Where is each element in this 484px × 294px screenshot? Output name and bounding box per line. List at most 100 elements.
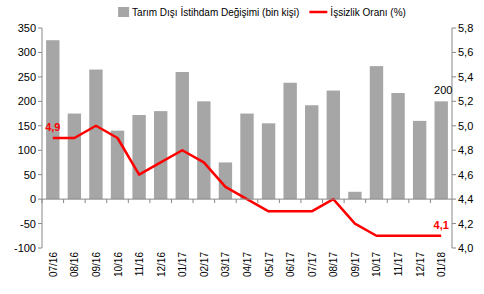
x-tick-label: 07/17 [307, 252, 318, 277]
plot-area [46, 40, 448, 236]
bar [46, 40, 59, 199]
x-tick [322, 199, 323, 203]
x-tick-label: 12/17 [415, 252, 426, 277]
y-tick [38, 174, 42, 175]
x-tick [344, 199, 345, 203]
y2-tick-label: 5,8 [458, 22, 473, 34]
line [53, 126, 441, 236]
x-tick [430, 199, 431, 203]
x-tick-label: 09/16 [91, 252, 102, 277]
y-tick-label: 250 [18, 71, 36, 83]
y2-tick-label: 5,2 [458, 95, 473, 107]
y-tick [38, 223, 42, 224]
bar [132, 115, 145, 199]
legend-swatch [118, 7, 129, 17]
x-tick-label: 10/16 [113, 252, 124, 277]
right-axis [452, 28, 453, 248]
bar [68, 114, 81, 200]
data-label: 200 [434, 84, 452, 96]
left-axis [42, 28, 43, 248]
chart: -100-500501001502002503003504,04,24,44,6… [0, 0, 484, 294]
x-tick-label: 12/16 [156, 252, 167, 277]
bar [111, 131, 124, 199]
y-tick-label: 150 [18, 120, 36, 132]
x-tick-label: 10/17 [371, 252, 382, 277]
y-tick-label: -50 [20, 218, 36, 230]
y2-tick-label: 4,0 [458, 242, 473, 254]
y-tick [38, 76, 42, 77]
x-tick [85, 199, 86, 203]
y2-tick [452, 174, 456, 175]
y2-tick [452, 125, 456, 126]
x-tick-label: 11/17 [393, 252, 404, 277]
bar [283, 83, 296, 199]
bar [370, 66, 383, 199]
y-tick [38, 28, 42, 29]
x-tick [171, 199, 172, 203]
y2-tick-label: 5,4 [458, 71, 473, 83]
x-tick [300, 199, 301, 203]
x-tick-label: 02/17 [199, 252, 210, 277]
x-tick [214, 199, 215, 203]
bar [348, 192, 361, 199]
x-tick-label: 08/16 [69, 252, 80, 277]
bar [262, 123, 275, 199]
x-tick-label: 03/17 [220, 252, 231, 277]
bar [305, 105, 318, 199]
y-tick [38, 101, 42, 102]
x-tick [42, 199, 43, 203]
x-tick-label: 11/16 [134, 252, 145, 277]
bar [197, 101, 210, 199]
data-label: 4,9 [45, 121, 60, 133]
bar [327, 91, 340, 200]
bar [240, 114, 253, 200]
bar [435, 101, 448, 199]
x-tick [257, 199, 258, 203]
x-tick-label: 09/17 [350, 252, 361, 277]
y-tick [38, 199, 42, 200]
x-tick [236, 199, 237, 203]
y2-tick [452, 101, 456, 102]
x-tick-label: 01/17 [177, 252, 188, 277]
legend-swatch [309, 11, 327, 14]
x-tick [128, 199, 129, 203]
x-tick [63, 199, 64, 203]
y-tick [38, 125, 42, 126]
y2-tick-label: 5,0 [458, 120, 473, 132]
bar [176, 72, 189, 199]
x-tick-label: 07/16 [48, 252, 59, 277]
y2-tick-label: 4,2 [458, 218, 473, 230]
y2-tick-label: 4,8 [458, 144, 473, 156]
x-tick [106, 199, 107, 203]
x-tick [408, 199, 409, 203]
data-label: 4,1 [434, 219, 449, 231]
x-tick [387, 199, 388, 203]
y2-tick [452, 248, 456, 249]
x-tick [279, 199, 280, 203]
x-tick-label: 06/17 [285, 252, 296, 277]
x-tick-label: 05/17 [264, 252, 275, 277]
y-tick-label: 300 [18, 46, 36, 58]
bar [391, 93, 404, 199]
x-tick [193, 199, 194, 203]
y2-tick [452, 76, 456, 77]
x-tick-label: 04/17 [242, 252, 253, 277]
y-tick-label: 200 [18, 95, 36, 107]
bar [154, 111, 167, 199]
legend-item: İşsizlik Oranı (%) [309, 6, 406, 18]
x-tick-label: 01/18 [436, 252, 447, 277]
legend-label: Tarım Dışı İstihdam Değişimi (bin kişi) [132, 6, 299, 18]
zero-axis [42, 199, 452, 200]
y2-tick [452, 223, 456, 224]
y-tick [38, 248, 42, 249]
y-tick [38, 150, 42, 151]
legend-item: Tarım Dışı İstihdam Değişimi (bin kişi) [118, 6, 299, 18]
y2-tick [452, 52, 456, 53]
legend-label: İşsizlik Oranı (%) [330, 6, 406, 18]
x-tick [149, 199, 150, 203]
legend: Tarım Dışı İstihdam Değişimi (bin kişi) İ… [118, 6, 406, 18]
y2-tick-label: 4,6 [458, 169, 473, 181]
bar [89, 70, 102, 200]
y-tick-label: -100 [14, 242, 36, 254]
y-tick-label: 0 [30, 193, 36, 205]
